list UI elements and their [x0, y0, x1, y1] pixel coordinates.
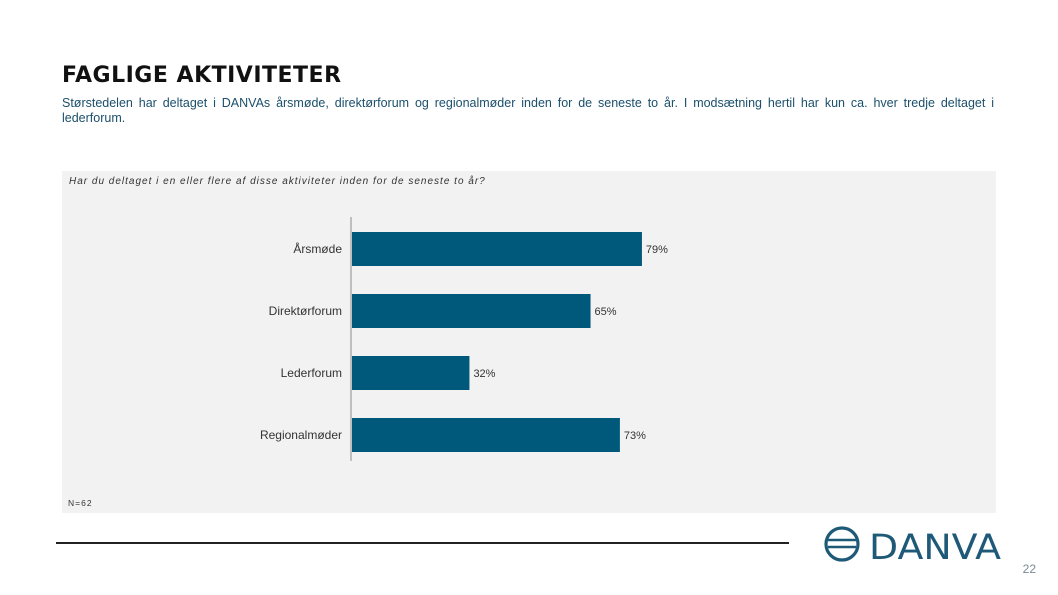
bar-2 [352, 294, 591, 328]
value-label-3: 32% [473, 368, 495, 380]
bar-4 [352, 418, 620, 452]
category-label-2: Direktørforum [269, 304, 342, 318]
value-label-4: 73% [624, 430, 646, 442]
chart-question: Har du deltaget i en eller flere af diss… [69, 176, 486, 187]
footer-divider [56, 542, 789, 544]
page-title: FAGLIGE AKTIVITETER [62, 63, 342, 88]
chart-panel: Har du deltaget i en eller flere af diss… [62, 171, 996, 513]
value-label-2: 65% [595, 306, 617, 318]
value-label-1: 79% [646, 244, 668, 256]
bar-chart: Årsmøde 79% Direktørforum 65% Lederforum 32% R… [260, 217, 668, 461]
page-number: 22 [1022, 562, 1036, 576]
danva-logo: DANVA [824, 526, 1001, 566]
category-label-4: Regionalmøder [260, 428, 342, 442]
page-subtitle: Størstedelen har deltaget i DANVAs årsmø… [62, 96, 994, 125]
category-label-3: Lederforum [281, 366, 342, 380]
bar-3 [352, 356, 470, 390]
danva-logo-wordmark: DANVA [869, 528, 1001, 566]
bar-1 [352, 232, 642, 266]
sample-size-note: N=62 [68, 498, 93, 508]
danva-logo-mark-icon [824, 526, 860, 562]
category-label-1: Årsmøde [293, 241, 342, 256]
